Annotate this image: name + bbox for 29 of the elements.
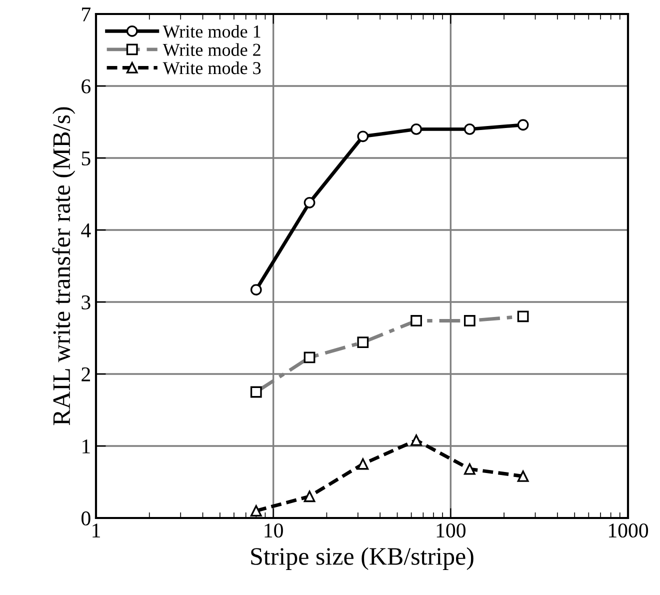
point <box>304 490 316 502</box>
point <box>517 119 529 131</box>
point <box>410 434 422 446</box>
y-tick-label: 7 <box>82 8 91 22</box>
y-tick-label: 2 <box>82 367 90 382</box>
y-tick-label: 0 <box>82 511 90 526</box>
y-tick-label: 5 <box>82 152 90 166</box>
point <box>250 284 262 296</box>
legend-label: Write mode 3 <box>162 62 261 74</box>
legend-label: Write mode 1 <box>162 24 260 38</box>
y-tick-label: 4 <box>81 224 91 238</box>
point <box>464 463 476 475</box>
legend-label: Write mode 2 <box>162 43 260 56</box>
point <box>304 196 316 208</box>
y-axis-title: RAIL write transfer rate (MB/s) <box>52 107 76 426</box>
point <box>517 470 529 482</box>
x-axis-title: Stripe size (KB/stripe) <box>251 547 474 570</box>
point <box>464 124 476 135</box>
x-tick-label: 10 <box>264 523 283 538</box>
x-tick-label: 1000 <box>609 523 648 538</box>
y-tick-label: 1 <box>82 439 90 454</box>
y-tick-label: 3 <box>82 295 90 310</box>
point <box>357 458 369 470</box>
x-tick-label: 1 <box>92 524 100 538</box>
point <box>410 124 422 135</box>
x-tick-label: 100 <box>436 523 466 538</box>
point <box>250 505 262 516</box>
point <box>357 130 369 142</box>
y-tick-label: 6 <box>82 79 91 94</box>
